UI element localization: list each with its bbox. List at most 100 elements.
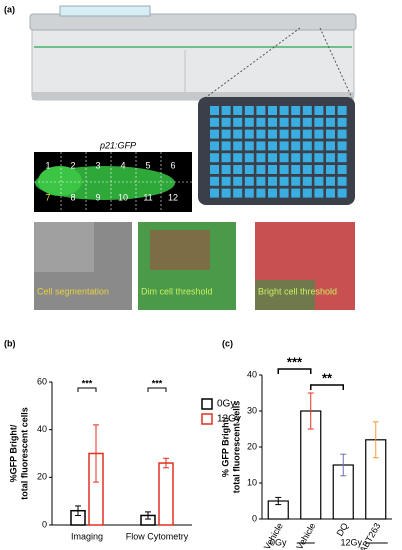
well xyxy=(279,106,289,115)
well xyxy=(233,153,243,163)
panel-label: (a) xyxy=(4,4,15,14)
y-tick-label: 20 xyxy=(37,472,47,482)
y-tick-label: 30 xyxy=(247,405,257,415)
well xyxy=(291,141,301,151)
grid-number: 2 xyxy=(70,160,75,170)
well xyxy=(337,153,347,163)
grid-number: 9 xyxy=(95,192,100,202)
well xyxy=(221,176,231,186)
well xyxy=(221,141,231,151)
well xyxy=(268,117,277,127)
well xyxy=(244,153,254,163)
well xyxy=(244,188,254,198)
well xyxy=(233,117,243,127)
grid-number: 8 xyxy=(70,192,75,202)
bracket xyxy=(147,387,167,392)
well xyxy=(210,165,219,174)
panel-label: (b) xyxy=(4,338,16,348)
well xyxy=(314,153,324,163)
well xyxy=(326,176,335,186)
well xyxy=(291,188,301,198)
grid-number: 10 xyxy=(118,192,128,202)
fish-label: p21:GFP xyxy=(99,140,136,150)
bar xyxy=(158,462,174,526)
well xyxy=(244,129,254,139)
well xyxy=(337,165,347,174)
y-tick-label: 40 xyxy=(247,369,257,379)
y-axis-label: total fluorescent cells xyxy=(231,401,241,494)
legend-label: 12Gy xyxy=(217,414,241,425)
well xyxy=(221,106,231,115)
well xyxy=(244,176,254,186)
y-tick-label: 60 xyxy=(37,376,47,386)
well xyxy=(326,117,335,127)
well xyxy=(256,165,266,174)
y-axis-label: % GFP Bright/ xyxy=(220,416,230,477)
well xyxy=(256,188,266,198)
well xyxy=(279,165,289,174)
well xyxy=(302,129,312,139)
well xyxy=(302,117,312,127)
well xyxy=(233,176,243,186)
well xyxy=(314,188,324,198)
y-tick-label: 10 xyxy=(247,477,257,487)
well xyxy=(233,141,243,151)
group-label: 12Gy xyxy=(340,537,362,547)
well xyxy=(210,129,219,139)
well xyxy=(279,141,289,151)
y-axis-label: %GFP Bright/ xyxy=(8,424,18,482)
well xyxy=(210,153,219,163)
well xyxy=(268,106,277,115)
texture xyxy=(150,230,210,270)
well xyxy=(268,153,277,163)
well xyxy=(221,117,231,127)
well xyxy=(314,176,324,186)
well xyxy=(210,106,219,115)
grid-number: 7 xyxy=(45,192,50,202)
well xyxy=(233,106,243,115)
well xyxy=(291,129,301,139)
grid-number: 3 xyxy=(95,160,100,170)
annotation: *** xyxy=(82,378,93,388)
well xyxy=(210,117,219,127)
bracket xyxy=(277,368,312,374)
fish-head xyxy=(38,166,82,196)
well xyxy=(279,176,289,186)
texture xyxy=(34,222,94,272)
well xyxy=(244,106,254,115)
x-tick-label: DQ xyxy=(335,521,350,538)
well xyxy=(279,129,289,139)
image-label: Dim cell threshold xyxy=(141,286,213,296)
well xyxy=(302,141,312,151)
well xyxy=(291,106,301,115)
legend-label: 0Gy xyxy=(217,399,235,410)
well xyxy=(302,106,312,115)
well xyxy=(326,129,335,139)
well xyxy=(244,141,254,151)
well xyxy=(337,117,347,127)
well xyxy=(233,129,243,139)
y-tick-label: 40 xyxy=(37,424,47,434)
well xyxy=(279,188,289,198)
well xyxy=(326,153,335,163)
well xyxy=(256,106,266,115)
grid-number: 6 xyxy=(170,160,175,170)
well xyxy=(302,153,312,163)
grid-number: 11 xyxy=(143,192,152,202)
well xyxy=(337,188,347,198)
well xyxy=(314,106,324,115)
y-axis-label: total fluorescent cells xyxy=(19,407,29,500)
well xyxy=(256,153,266,163)
well xyxy=(326,106,335,115)
group-label: 0Gy xyxy=(270,537,287,547)
bracket xyxy=(77,387,97,392)
well xyxy=(291,153,301,163)
well xyxy=(268,176,277,186)
well xyxy=(256,129,266,139)
well xyxy=(314,129,324,139)
well xyxy=(326,141,335,151)
well xyxy=(268,129,277,139)
well xyxy=(302,165,312,174)
bracket xyxy=(310,384,344,390)
